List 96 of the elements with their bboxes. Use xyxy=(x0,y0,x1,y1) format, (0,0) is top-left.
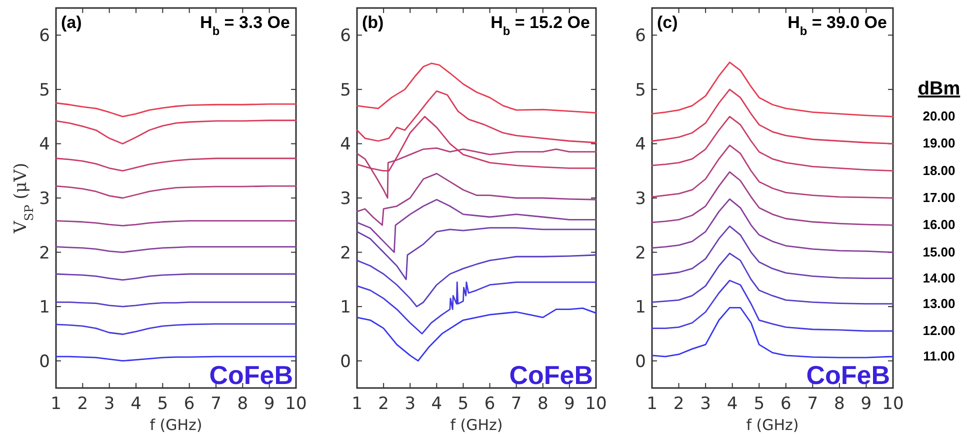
y-tick-label: 4 xyxy=(39,134,50,155)
line-series xyxy=(55,120,297,144)
x-tick-label: 8 xyxy=(834,394,845,414)
line-series xyxy=(356,227,597,280)
line-series xyxy=(356,198,597,253)
x-tick-label: 4 xyxy=(130,394,142,414)
line-series xyxy=(651,226,894,280)
text: 13.00 xyxy=(922,296,956,311)
x-tick-label: 3 xyxy=(104,394,115,414)
y-tick-label: 1 xyxy=(39,298,50,318)
line-series xyxy=(356,281,597,334)
text: 14.00 xyxy=(922,270,956,286)
y-tick-label: 0 xyxy=(635,352,646,372)
x-axis-title: f (GHz) xyxy=(746,416,799,434)
line-series xyxy=(651,198,894,253)
x-axis-title: f (GHz) xyxy=(450,416,503,434)
y-tick-label: 4 xyxy=(635,134,646,155)
text: 16.00 xyxy=(922,217,956,232)
text: 15.00 xyxy=(922,244,956,260)
x-axis-title: f (GHz) xyxy=(150,416,202,434)
line-series xyxy=(651,171,894,226)
y-tick-label: 3 xyxy=(39,189,50,209)
x-tick-label: 6 xyxy=(780,394,792,414)
y-tick-label: 2 xyxy=(340,243,351,264)
y-tick-label: 5 xyxy=(39,80,50,100)
x-tick-label: 7 xyxy=(210,394,222,414)
text: H$_{b}$ = 39.0 Oe xyxy=(788,13,887,38)
y-tick-label: 3 xyxy=(635,189,646,209)
line-series xyxy=(356,62,597,114)
x-tick-label: 5 xyxy=(157,394,168,414)
y-tick-label: 6 xyxy=(635,26,646,46)
x-tick-label: 7 xyxy=(807,394,818,414)
chart-title: (c) xyxy=(657,13,678,32)
x-tick-label: 2 xyxy=(378,394,389,414)
line-series xyxy=(55,158,297,172)
text: 18.00 xyxy=(922,162,956,178)
y-tick-label: 1 xyxy=(340,298,351,318)
x-tick-label: 10 xyxy=(585,394,607,414)
line-series xyxy=(356,90,597,144)
y-tick-label: 5 xyxy=(340,80,351,100)
line-series xyxy=(651,252,894,305)
x-tick-label: 8 xyxy=(237,394,248,414)
x-tick-label: 7 xyxy=(510,394,522,414)
line-series xyxy=(356,147,597,199)
x-tick-label: 9 xyxy=(264,394,275,414)
x-tick-label: 10 xyxy=(285,394,307,414)
x-tick-label: 4 xyxy=(726,394,738,414)
line-series xyxy=(651,306,894,358)
annotation: CoFeB xyxy=(806,360,890,390)
x-tick-label: 2 xyxy=(673,394,684,414)
legend-title: dBm xyxy=(918,78,960,100)
y-tick-label: 3 xyxy=(340,189,351,209)
annotation: CoFeB xyxy=(509,360,593,390)
x-tick-label: 3 xyxy=(404,394,416,414)
x-tick-label: 4 xyxy=(431,394,442,414)
line-series xyxy=(651,280,894,332)
x-tick-label: 9 xyxy=(860,394,872,414)
x-tick-label: 3 xyxy=(700,394,711,414)
y-tick-label: 2 xyxy=(635,243,646,264)
x-tick-label: 10 xyxy=(882,394,904,414)
x-tick-label: 5 xyxy=(754,394,765,414)
y-tick-label: 4 xyxy=(340,134,351,155)
line-series xyxy=(356,172,597,226)
line-series xyxy=(651,88,894,144)
line-series xyxy=(651,62,894,118)
line-series xyxy=(356,254,597,308)
line-series xyxy=(356,308,597,362)
text: 17.00 xyxy=(922,190,956,205)
text: H$_{b}$ = 15.2 Oe xyxy=(490,13,590,38)
x-tick-label: 2 xyxy=(77,394,88,414)
line-series xyxy=(651,116,894,172)
text: 12.00 xyxy=(922,323,956,338)
line-series xyxy=(55,323,297,335)
x-tick-label: 5 xyxy=(458,394,469,414)
y-tick-label: 0 xyxy=(39,352,50,372)
x-tick-label: 9 xyxy=(564,394,575,414)
y-tick-label: 2 xyxy=(39,243,50,264)
x-tick-label: 8 xyxy=(537,394,548,414)
chart-title: (b) xyxy=(362,13,384,32)
text: 19.00 xyxy=(922,136,956,151)
y-tick-label: 6 xyxy=(39,26,50,46)
line-series xyxy=(356,116,597,172)
y-tick-label: 6 xyxy=(340,26,351,46)
y-tick-label: 1 xyxy=(635,298,646,318)
y-tick-label: 5 xyxy=(635,80,646,100)
line-series xyxy=(55,102,297,118)
text: H$_{b}$ = 3.3 Oe xyxy=(200,13,290,38)
x-tick-label: 6 xyxy=(184,394,195,414)
chart-title: (a) xyxy=(61,13,82,32)
annotation: CoFeB xyxy=(209,360,293,390)
line-series xyxy=(651,144,894,199)
line-series xyxy=(55,185,297,199)
x-tick-label: 6 xyxy=(484,394,496,414)
text: 20.00 xyxy=(922,108,956,124)
y-tick-label: 0 xyxy=(340,352,351,372)
text: 11.00 xyxy=(923,348,955,364)
